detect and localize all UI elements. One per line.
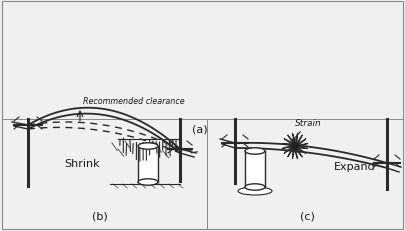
Text: Recommended clearance: Recommended clearance bbox=[83, 97, 185, 106]
Ellipse shape bbox=[245, 148, 265, 155]
Ellipse shape bbox=[245, 184, 265, 190]
Ellipse shape bbox=[138, 179, 158, 185]
Circle shape bbox=[290, 142, 300, 151]
Text: (a): (a) bbox=[192, 123, 208, 134]
Text: (c): (c) bbox=[300, 211, 314, 221]
Text: (b): (b) bbox=[92, 211, 108, 221]
Ellipse shape bbox=[238, 187, 272, 195]
Text: Expand: Expand bbox=[334, 161, 376, 171]
Bar bbox=[138, 146, 158, 182]
Ellipse shape bbox=[138, 143, 158, 149]
Text: Strain: Strain bbox=[293, 118, 322, 141]
Bar bbox=[245, 151, 265, 187]
Text: Shrink: Shrink bbox=[64, 158, 100, 168]
